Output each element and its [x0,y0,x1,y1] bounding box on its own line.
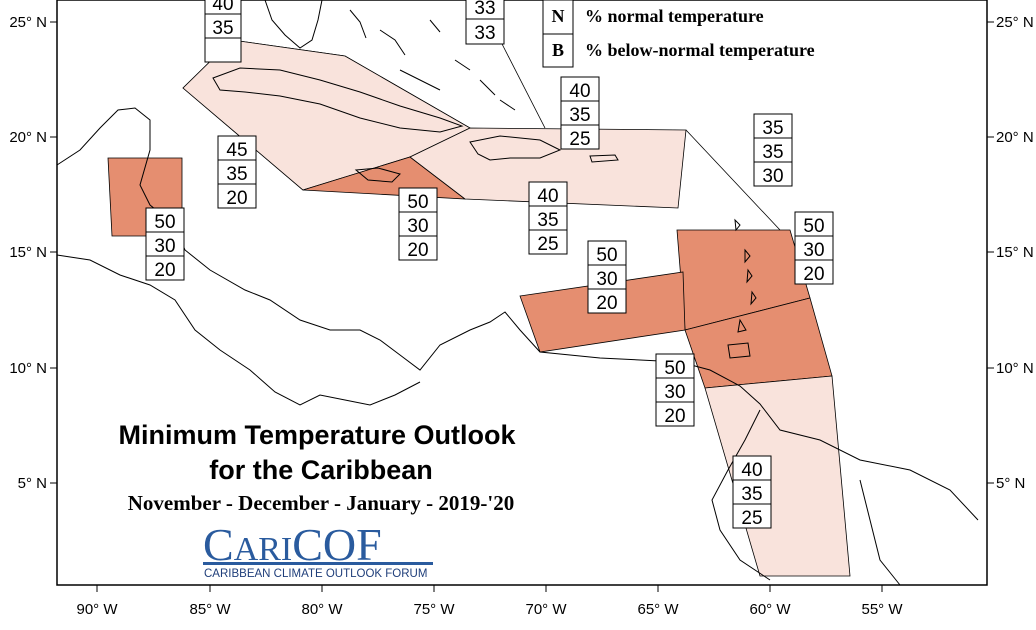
box-value: 40 [741,460,762,481]
legend: N % normal temperature B % below-normal … [542,0,815,68]
box-abc-islands: 50 30 20 [587,240,627,314]
coastlines [56,0,979,586]
zone-guianas [704,375,851,577]
box-hispaniola: 40 35 25 [528,181,568,255]
box-bahamas-top-left: 40 35 [204,0,242,63]
box-value: 20 [803,264,824,285]
box-value: 25 [569,129,590,150]
lat-tick-label-right: 25° N [996,14,1034,31]
box-value: 20 [154,260,175,281]
logo-tagline: CARIBBEAN CLIMATE OUTLOOK FORUM [204,568,427,580]
box-value: 20 [407,240,428,261]
box-value: 50 [407,192,428,213]
box-belize: 50 30 20 [145,207,185,281]
logo-wordmark: CARICOF [203,519,382,570]
box-value: 40 [537,186,558,207]
lon-tick-label: 80° W [301,601,343,618]
box-jamaica: 50 30 20 [398,187,438,261]
box-value: 20 [664,406,685,427]
box-value: 33 [474,0,495,19]
lon-tick-label: 65° W [637,601,679,618]
box-value: 50 [803,216,824,237]
title-period: November - December - January - 2019-'20 [128,491,514,515]
box-value: 45 [226,140,247,161]
caricof-logo: CARICOF CARIBBEAN CLIMATE OUTLOOK FORUM [203,519,433,580]
box-cuba: 45 35 20 [217,135,257,209]
box-value: 20 [596,293,617,314]
box-value: 35 [762,142,783,163]
lat-tick-label-left: 5° N [18,475,47,492]
lon-tick-label: 55° W [861,601,903,618]
probability-boxes: 40 35 33 33 45 35 20 50 30 20 [145,0,834,529]
box-value: 50 [154,212,175,233]
lon-tick-label: 60° W [749,601,791,618]
lat-tick-label-right: 10° N [996,360,1034,377]
box-guianas: 40 35 25 [732,455,772,529]
zone-hispaniola [409,127,687,209]
title-line-2: for the Caribbean [209,455,433,485]
box-value: 35 [226,164,247,185]
box-value: 25 [537,234,558,255]
box-value: 25 [741,508,762,529]
map-frame [56,0,988,586]
lat-tick-label-left: 25° N [9,14,47,31]
lon-tick-label: 70° W [525,601,567,618]
lat-tick-label-left: 10° N [9,360,47,377]
lat-tick-label-left: 15° N [9,244,47,261]
legend-key-below: B [552,40,564,60]
box-value: 35 [569,105,590,126]
lat-tick-label-right: 5° N [996,475,1025,492]
box-value: 35 [762,118,783,139]
lon-tick-label: 90° W [76,601,118,618]
box-value: 30 [596,269,617,290]
map-axes: 90° W 85° W 80° W 75° W 70° W 65° W 60° W 55° W… [9,14,1033,618]
box-value: 30 [154,236,175,257]
legend-label-below: % below-normal temperature [585,40,815,60]
lon-tick-label: 85° W [189,601,231,618]
box-value: 35 [741,484,762,505]
lat-tick-label-right: 15° N [996,244,1034,261]
box-value: 40 [212,0,233,15]
legend-label-normal: % normal temperature [585,6,764,26]
box-value: 50 [596,245,617,266]
box-value: 35 [537,210,558,231]
box-trinidad: 50 30 20 [655,353,695,427]
title-line-1: Minimum Temperature Outlook [118,420,516,450]
box-bahamas-turks: 40 35 25 [560,76,600,150]
box-value: 50 [664,358,685,379]
box-leeward-north: 35 35 30 [753,113,793,187]
title-block: Minimum Temperature Outlook for the Cari… [118,420,516,515]
box-windward: 50 30 20 [794,211,834,285]
box-bahamas-top: 33 33 [465,0,505,45]
lon-tick-label: 75° W [413,601,455,618]
lat-tick-label-left: 20° N [9,129,47,146]
box-value: 30 [664,382,685,403]
legend-key-normal: N [552,6,565,26]
box-value: 20 [226,188,247,209]
box-value: 35 [212,18,233,39]
box-value: 40 [569,81,590,102]
lat-tick-label-right: 20° N [996,129,1034,146]
box-value: 30 [803,240,824,261]
box-value: 33 [474,23,495,44]
box-value: 30 [762,166,783,187]
box-value: 30 [407,216,428,237]
